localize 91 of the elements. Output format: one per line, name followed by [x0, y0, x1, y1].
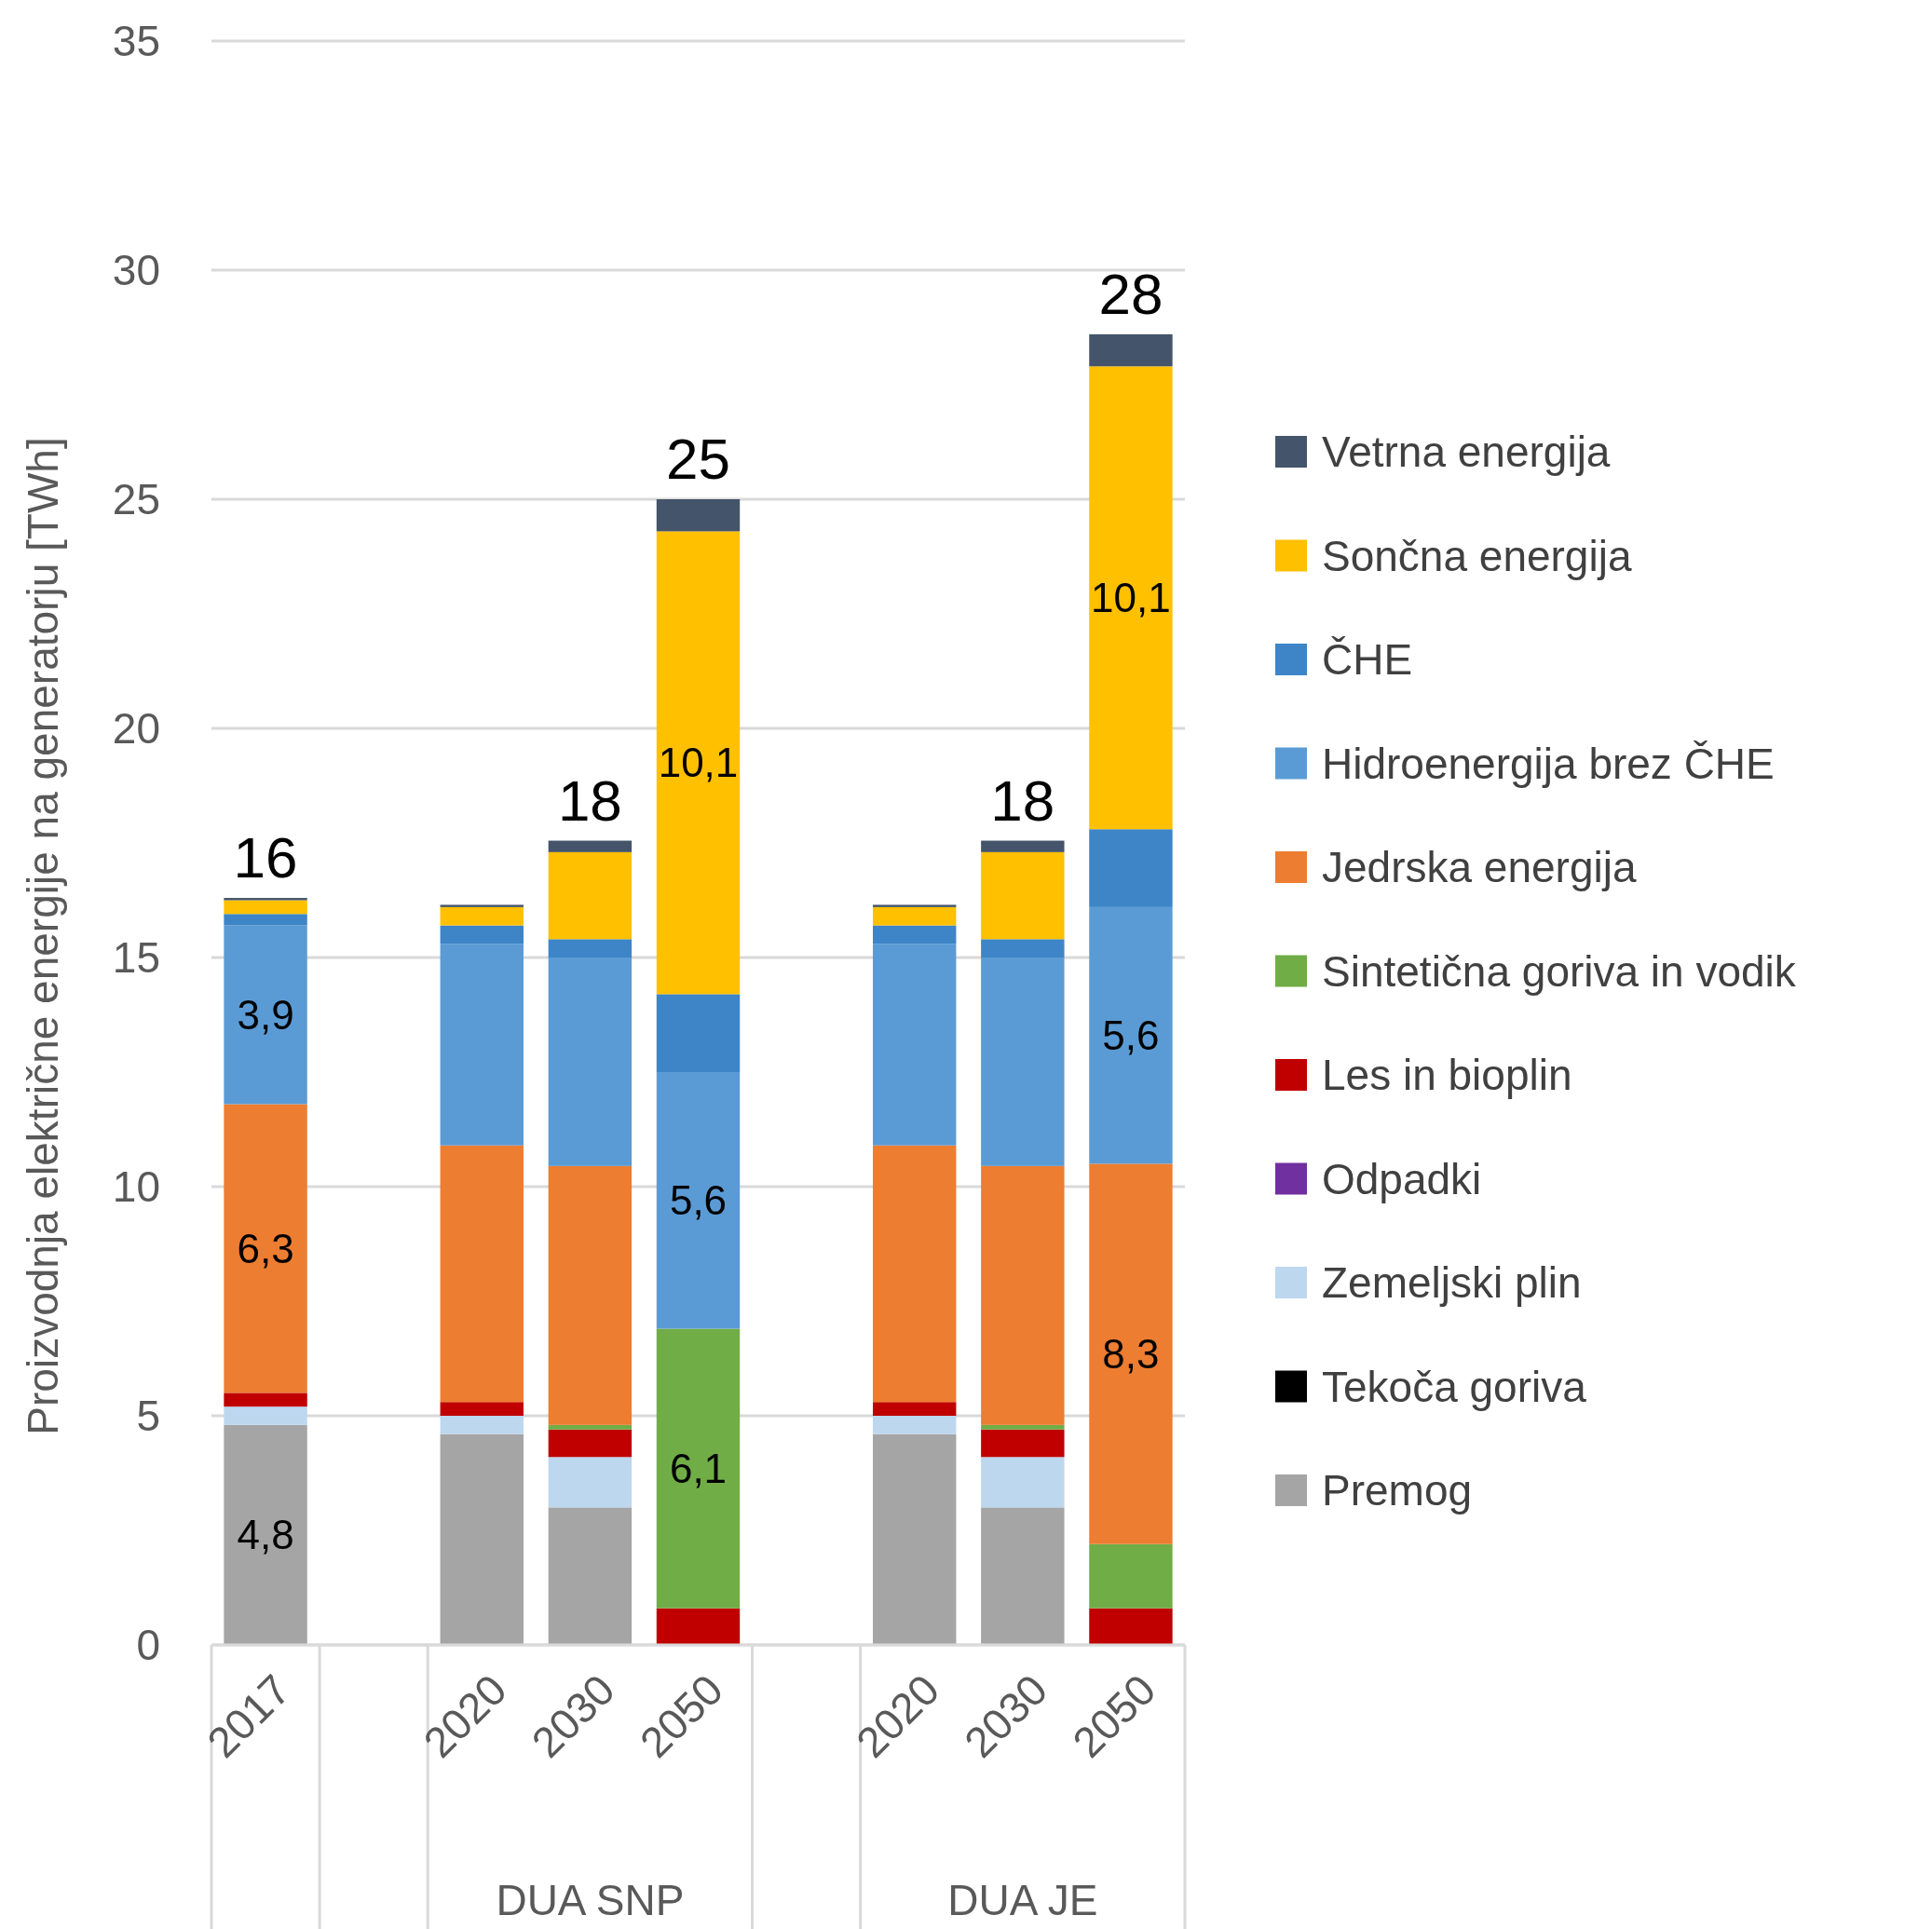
bar: [981, 851, 1065, 940]
bar: [981, 1429, 1065, 1458]
bar: [656, 531, 741, 995]
bar: [440, 1145, 524, 1403]
bar: [1089, 333, 1173, 367]
legend-label: Sončna energija: [1322, 531, 1632, 580]
bar: [440, 925, 524, 944]
legend-label: Zemeljski plin: [1322, 1258, 1582, 1307]
legend-label: Les in bioplin: [1322, 1051, 1572, 1099]
bar: [656, 1072, 741, 1329]
bar: [548, 840, 633, 852]
y-tick-label: 15: [112, 933, 160, 982]
bar: [1089, 1608, 1173, 1645]
bar: [873, 1145, 957, 1403]
bar: [440, 944, 524, 1146]
bar: [224, 1392, 307, 1407]
bar: [548, 1457, 633, 1508]
bar: [656, 994, 741, 1072]
legend-label: Odpadki: [1322, 1154, 1482, 1203]
bar: [981, 840, 1065, 852]
bar: [873, 925, 957, 944]
bar: [440, 906, 524, 926]
y-tick-label: 20: [112, 704, 160, 753]
bar: [873, 1402, 957, 1416]
legend-label: Hidroenergija brez ČHE: [1322, 739, 1775, 788]
bar: [981, 939, 1065, 958]
bar: [656, 1608, 741, 1645]
bar: [224, 1104, 307, 1393]
legend-label: Sintetična goriva in vodik: [1322, 946, 1797, 996]
bar: [1089, 829, 1173, 907]
data-label: 4,8: [237, 1512, 294, 1558]
bar: [440, 1402, 524, 1416]
bar: [224, 914, 307, 926]
total-label: 25: [666, 427, 730, 491]
y-axis-title: Proizvodnja električne energije na generatorju [TWh]: [19, 437, 67, 1435]
bar: [981, 958, 1065, 1166]
bar: [656, 499, 741, 532]
data-label: 10,1: [1091, 575, 1171, 621]
bar: [440, 904, 524, 907]
y-tick-label: 0: [136, 1621, 160, 1669]
bar: [224, 1406, 307, 1425]
bar: [873, 944, 957, 1146]
bar: [873, 904, 957, 907]
data-label: 6,3: [237, 1225, 294, 1271]
bar: [873, 906, 957, 926]
bar: [548, 1424, 633, 1430]
bar: [1089, 1543, 1173, 1609]
legend-label: Jedrska energija: [1322, 843, 1637, 891]
bar: [1089, 1163, 1173, 1544]
data-label: 10,1: [658, 740, 739, 786]
bar: [548, 1165, 633, 1425]
total-label: 18: [990, 768, 1055, 833]
bar: [981, 1507, 1065, 1645]
y-tick-label: 30: [112, 246, 160, 294]
data-label: 8,3: [1102, 1331, 1160, 1378]
legend-label: Vetrna energija: [1322, 428, 1611, 476]
data-label: 5,6: [669, 1177, 728, 1224]
bar: [224, 1424, 307, 1645]
bar: [981, 1424, 1065, 1430]
bar: [224, 898, 307, 901]
text: DUA SNP: [496, 1876, 685, 1924]
bar: [873, 1433, 957, 1645]
legend-label: Tekoča goriva: [1322, 1362, 1587, 1411]
legend-label: Premog: [1322, 1466, 1473, 1515]
y-tick-label: 35: [112, 17, 160, 65]
data-label: 3,9: [237, 992, 294, 1038]
total-label: 18: [557, 768, 622, 833]
data-label: 6,1: [669, 1446, 728, 1492]
bar: [1089, 906, 1173, 1164]
y-tick-label: 5: [136, 1392, 160, 1440]
bar: [440, 1433, 524, 1645]
total-label: 16: [233, 825, 298, 890]
bar: [981, 1457, 1065, 1508]
bar: [548, 1507, 633, 1645]
bar: [1089, 366, 1173, 830]
legend-label: ČHE: [1322, 635, 1413, 684]
bar: [548, 1429, 633, 1458]
bar: [548, 939, 633, 958]
bar: [224, 925, 307, 1105]
text: DUA JE: [947, 1876, 1098, 1924]
y-tick-label: 25: [112, 475, 160, 523]
bar: [981, 1165, 1065, 1425]
total-label: 28: [1098, 261, 1163, 326]
data-label: 5,6: [1102, 1012, 1160, 1059]
bar: [873, 1416, 957, 1434]
bar: [548, 958, 633, 1166]
bar: [656, 1328, 741, 1609]
bar: [440, 1416, 524, 1434]
bar: [224, 900, 307, 915]
bar: [548, 851, 633, 940]
y-tick-label: 10: [112, 1162, 160, 1211]
